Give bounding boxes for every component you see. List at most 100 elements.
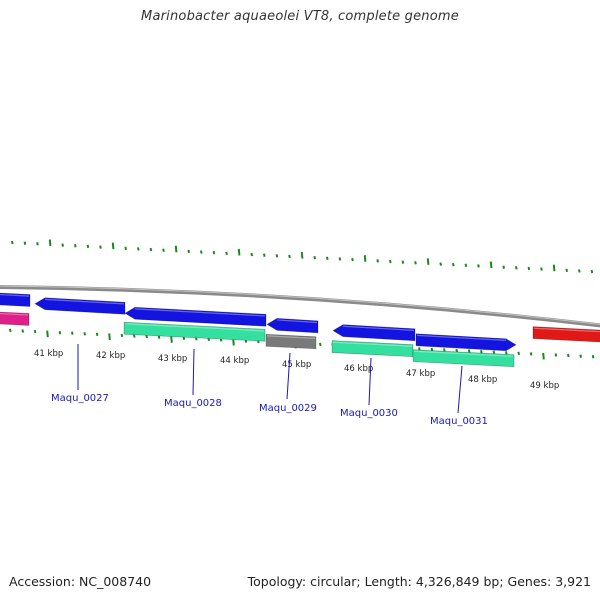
tick-mark [108,333,111,341]
gene-arrow [0,292,31,307]
tick-mark [464,263,468,267]
tick-mark [567,353,570,358]
gene-label: Maqu_0031 [430,416,488,427]
tick-mark [554,353,558,357]
tick-mark [452,262,455,267]
tick-mark [414,261,417,265]
tick-mark [319,342,322,347]
tick-mark [565,268,568,273]
tick-mark [250,252,253,257]
tick-mark [288,254,291,259]
gene-label-leader [457,365,463,414]
tick-mark [363,255,367,262]
tick-mark [182,336,186,340]
tick-mark [338,257,342,261]
scale-label: 45 kbp [282,360,311,370]
backbone-highlight [0,285,600,325]
tick-mark [477,264,480,268]
gene-arrow-maqu-0027 [34,297,126,315]
tick-mark [174,245,178,253]
scale-label: 49 kbp [530,381,559,391]
accession-text: Accession: NC_008740 [9,574,152,589]
cds-bar-gray [265,333,317,350]
topology-text: Topology: circular; Length: 4,326,849 bp… [247,574,591,589]
cds-bar-magenta [0,311,30,326]
tick-mark [326,256,329,261]
gene-label: Maqu_0028 [164,398,222,409]
genome-backbone [0,285,600,328]
tick-mark [376,259,379,263]
tick-mark [467,349,471,353]
tick-mark [111,242,115,250]
tick-mark [515,266,518,270]
tick-mark [170,336,173,343]
cds-bar-maqu-0031 [412,349,515,368]
gene-arrow-maqu-0029 [266,318,319,334]
tick-mark [137,247,140,251]
tick-mark [23,241,27,245]
tick-mark [552,264,556,272]
tick-mark [505,351,508,355]
gene-features [0,292,600,368]
tick-mark [263,253,266,257]
tick-mark [61,243,64,247]
gene-labels: Maqu_0027 Maqu_0028 Maqu_0029 Maqu_0030 Maqu… [51,344,488,427]
tick-mark [162,248,165,252]
rna-feature-red [532,326,600,343]
scale-label: 46 kbp [344,364,373,374]
gene-label: Maqu_0030 [340,408,398,419]
backbone-line [0,285,600,328]
tick-mark [401,260,405,264]
tick-mark [124,246,127,250]
tick-mark [578,269,581,273]
tick-mark [58,330,62,335]
tick-mark [492,350,496,354]
gene-label-leader [286,352,291,400]
tick-mark [83,332,86,336]
map-title: Marinobacter aquaeolei VT8, complete gen… [141,9,459,24]
tick-mark [579,354,582,358]
tick-mark [157,335,161,339]
gene-arrow-maqu-0031 [415,333,517,352]
tick-mark [489,261,493,269]
gene-arrow-maqu-0030 [332,324,416,342]
tick-mark [502,265,505,269]
tick-mark [542,352,545,360]
tick-mark [74,244,77,248]
tick-mark [590,269,594,274]
tick-mark [212,250,216,255]
gene-label: Maqu_0029 [259,403,317,414]
scale-label: 43 kbp [158,354,187,364]
scale-label: 44 kbp [220,356,249,366]
tick-mark [430,347,434,352]
tick-mark [443,348,446,352]
tick-mark [133,334,136,338]
tick-mark [351,257,354,262]
tick-mark [439,262,442,266]
gene-label-leader [192,348,195,396]
tick-mark [237,248,241,256]
tick-mark [389,259,392,264]
tick-mark [527,266,531,271]
tick-mark [149,247,153,252]
scale-label: 42 kbp [96,351,125,361]
tick-mark [275,254,279,258]
tick-mark [200,250,203,254]
tick-mark [21,329,24,333]
tick-mark [195,337,198,341]
tick-mark [36,242,39,246]
tick-mark [517,351,520,356]
tick-mark [86,244,90,249]
tick-mark [145,334,148,339]
tick-mark [232,338,235,346]
tick-mark [540,267,543,271]
tick-mark [48,239,52,247]
tick-mark [120,333,124,338]
scale-label: 41 kbp [34,349,63,359]
scale-label: 47 kbp [406,369,435,379]
tick-mark [225,251,228,256]
tick-mark [11,240,14,245]
scale-labels: 41 kbp 42 kbp 43 kbp 44 kbp 45 kbp 46 kbp 47 k… [34,349,559,391]
gene-label-leader [368,357,372,406]
